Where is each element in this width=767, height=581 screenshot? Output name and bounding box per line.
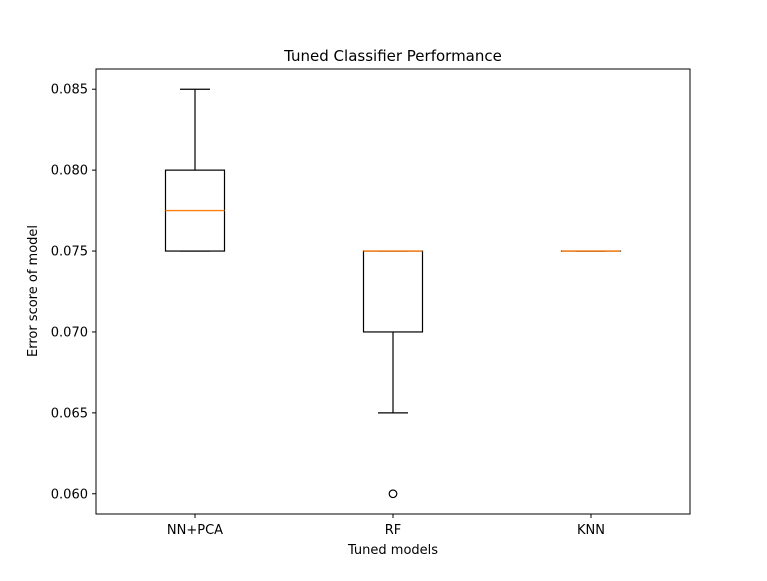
x-tick-label: KNN [577, 523, 605, 538]
x-tick-label: RF [385, 523, 402, 538]
y-tick-label: 0.080 [51, 164, 88, 179]
y-tick-label: 0.070 [51, 325, 88, 340]
y-tick-label: 0.075 [51, 245, 88, 260]
y-axis-title: Error score of model [26, 225, 41, 357]
x-tick-label: NN+PCA [167, 523, 223, 538]
y-tick-label: 0.065 [51, 406, 88, 421]
y-tick-label: 0.085 [51, 83, 88, 98]
y-tick-label: 0.060 [51, 487, 88, 502]
chart-title: Tuned Classifier Performance [283, 47, 502, 65]
x-axis-title: Tuned models [347, 543, 438, 558]
